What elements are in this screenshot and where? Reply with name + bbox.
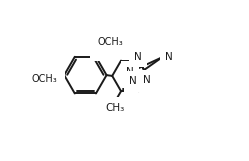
Text: N: N — [165, 52, 173, 62]
Text: O: O — [98, 42, 107, 52]
Text: N: N — [129, 76, 137, 86]
Text: N: N — [134, 52, 142, 62]
Text: N: N — [143, 75, 151, 85]
Text: OCH₃: OCH₃ — [97, 37, 123, 47]
Text: N: N — [126, 67, 134, 77]
Text: OCH₃: OCH₃ — [32, 74, 58, 84]
Text: O: O — [49, 69, 57, 79]
Text: CH₃: CH₃ — [105, 103, 124, 113]
